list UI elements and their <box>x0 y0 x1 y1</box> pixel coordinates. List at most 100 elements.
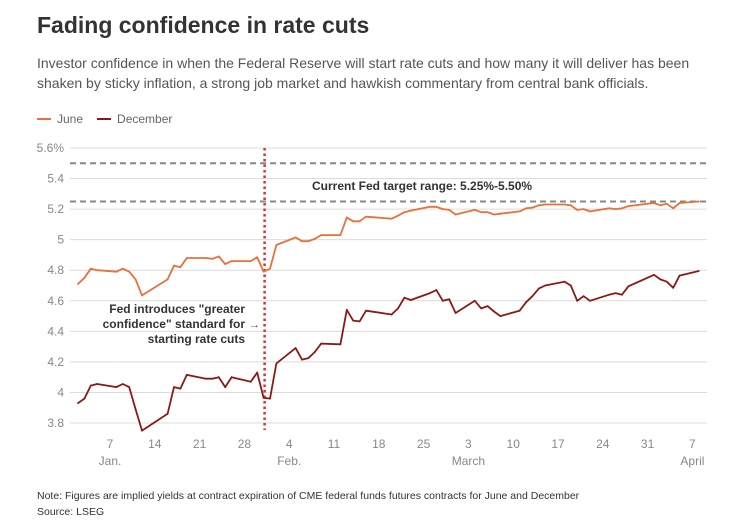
data-point-december <box>205 377 207 380</box>
data-point-december <box>537 287 540 290</box>
legend: June December <box>37 112 172 126</box>
data-point-june <box>576 208 579 211</box>
data-point-december <box>345 309 348 311</box>
data-point-december <box>313 351 316 353</box>
line-chart: 5.6% 5.4 5.2 5 4.8 4.6 4.4 4.2 4 3.8 7 Jan. 14 21 28 4 F… <box>37 141 707 468</box>
data-point-december <box>531 295 534 298</box>
data-point-december <box>499 315 502 317</box>
data-point-june <box>128 270 131 273</box>
fed-target-range-label: Current Fed target range: 5.25%-5.50% <box>312 179 532 193</box>
data-point-december <box>301 358 303 361</box>
data-point-june <box>525 207 527 210</box>
data-point-june <box>608 207 611 210</box>
data-point-june <box>672 207 675 210</box>
data-point-june <box>83 276 86 279</box>
data-point-june <box>441 208 444 211</box>
x-tick-label: 7 <box>107 437 114 451</box>
data-point-december <box>77 402 79 405</box>
source-text: Source: LSEG <box>37 506 105 518</box>
data-point-december <box>486 305 489 308</box>
data-point-june <box>614 208 617 211</box>
data-point-june <box>473 208 476 211</box>
data-point-june <box>480 211 483 214</box>
data-point-december <box>544 284 547 287</box>
data-point-june <box>569 204 572 207</box>
data-point-december <box>358 320 361 323</box>
data-point-june <box>653 202 655 204</box>
x-tick-label: 24 <box>596 437 610 451</box>
data-point-june <box>390 217 393 220</box>
x-tick-label: 10 <box>507 437 521 451</box>
data-point-december <box>262 396 265 399</box>
data-point-december <box>121 383 124 385</box>
data-point-june <box>211 257 214 260</box>
data-point-june <box>262 270 265 273</box>
data-point-june <box>121 267 124 270</box>
y-tick-label: 4.4 <box>47 324 64 338</box>
data-point-june <box>224 263 227 266</box>
data-point-june <box>486 211 489 214</box>
data-point-december <box>307 357 310 359</box>
data-point-december <box>429 292 431 295</box>
data-point-june <box>313 238 316 240</box>
data-point-june <box>627 205 630 207</box>
data-point-june <box>134 278 137 281</box>
data-point-december <box>582 295 585 298</box>
data-point-december <box>217 376 220 379</box>
legend-swatch-june <box>37 118 51 120</box>
data-point-june <box>256 256 259 259</box>
x-tick-label: 31 <box>641 437 655 451</box>
data-point-december <box>435 289 438 291</box>
x-tick-label: 7 <box>689 437 696 451</box>
data-point-june <box>230 260 233 262</box>
data-point-december <box>128 386 131 388</box>
x-month-label: March <box>452 454 485 468</box>
event-label-line: confidence" standard for <box>103 317 246 331</box>
data-point-december <box>185 373 188 376</box>
data-point-june <box>275 244 278 246</box>
data-point-june <box>345 216 348 219</box>
data-point-december <box>518 309 521 312</box>
data-point-december <box>480 307 483 310</box>
data-point-december <box>134 408 137 411</box>
data-point-december <box>614 292 617 295</box>
y-tick-label: 4.8 <box>47 263 64 277</box>
note-text: Note: Figures are implied yields at cont… <box>37 490 580 502</box>
data-point-june <box>301 240 303 243</box>
data-point-december <box>665 280 668 283</box>
data-point-june <box>217 255 220 258</box>
data-point-december <box>256 371 259 374</box>
data-point-december <box>678 274 681 277</box>
data-point-june <box>173 264 175 267</box>
data-point-december <box>473 299 476 302</box>
data-point-june <box>454 213 457 216</box>
x-month-label: Jan. <box>99 454 122 468</box>
data-point-june <box>115 270 118 273</box>
x-tick-label: 17 <box>551 437 565 451</box>
event-label-line: Fed introduces "greater <box>109 302 245 316</box>
data-point-june <box>397 214 399 217</box>
data-point-december <box>173 386 175 388</box>
data-point-june <box>582 208 585 211</box>
data-point-june <box>320 234 323 236</box>
data-point-december <box>621 293 623 296</box>
data-point-december <box>397 307 399 310</box>
event-label-line: starting rate cuts <box>148 332 246 346</box>
data-point-june <box>493 213 495 216</box>
data-point-december <box>448 298 451 301</box>
data-point-december <box>249 380 252 383</box>
data-point-june <box>179 266 182 269</box>
data-point-december <box>294 347 297 350</box>
y-tick-label: 5 <box>57 233 64 247</box>
x-tick-label: 25 <box>417 437 431 451</box>
data-point-june <box>77 283 79 285</box>
data-point-december <box>576 299 579 302</box>
x-tick-label: 4 <box>286 437 293 451</box>
data-point-june <box>621 207 623 210</box>
data-point-june <box>249 260 252 262</box>
footnote: Note: Figures are implied yields at cont… <box>37 488 579 520</box>
legend-item-june: June <box>37 112 83 126</box>
y-tick-label: 4 <box>57 385 64 399</box>
x-tick-label: 18 <box>372 437 386 451</box>
y-tick-label: 5.2 <box>47 202 64 216</box>
